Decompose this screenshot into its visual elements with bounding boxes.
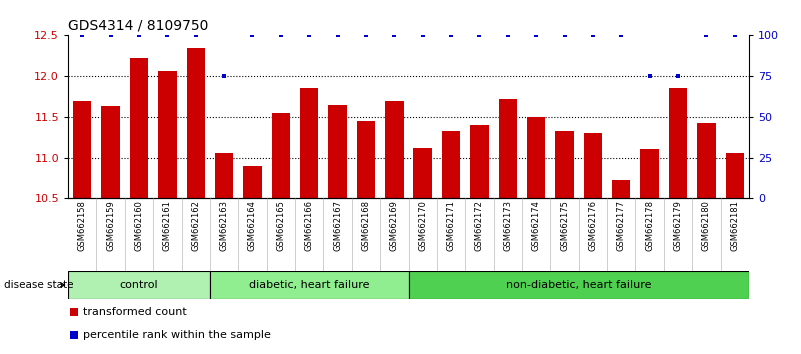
Point xyxy=(189,33,202,38)
Bar xyxy=(68,271,210,299)
Bar xyxy=(409,271,749,299)
Text: GDS4314 / 8109750: GDS4314 / 8109750 xyxy=(68,19,208,33)
Point xyxy=(246,33,259,38)
Bar xyxy=(244,166,262,198)
Point xyxy=(452,217,465,222)
Text: control: control xyxy=(119,280,159,290)
Text: GSM662161: GSM662161 xyxy=(163,200,172,251)
Bar xyxy=(158,71,176,198)
Bar xyxy=(215,153,233,198)
Point xyxy=(275,33,288,38)
Point xyxy=(452,7,465,13)
Text: GSM662164: GSM662164 xyxy=(248,200,257,251)
Text: GSM662174: GSM662174 xyxy=(532,200,541,251)
Point xyxy=(728,33,741,38)
Bar xyxy=(413,148,432,198)
Text: GSM662166: GSM662166 xyxy=(304,200,314,251)
Point xyxy=(558,33,571,38)
Point xyxy=(161,33,174,38)
Bar xyxy=(328,105,347,198)
Text: GSM662176: GSM662176 xyxy=(589,200,598,251)
Text: GSM662168: GSM662168 xyxy=(361,200,370,251)
Bar xyxy=(356,121,375,198)
Bar xyxy=(470,125,489,198)
Text: GSM662178: GSM662178 xyxy=(645,200,654,251)
Bar xyxy=(612,180,630,198)
Bar xyxy=(272,113,290,198)
Point xyxy=(388,33,400,38)
Point xyxy=(615,33,628,38)
Point xyxy=(331,33,344,38)
Text: GSM662171: GSM662171 xyxy=(447,200,456,251)
Point xyxy=(643,73,656,79)
Point xyxy=(586,33,599,38)
Point xyxy=(303,33,316,38)
Point xyxy=(501,33,514,38)
Text: disease state: disease state xyxy=(4,280,74,290)
Text: GSM662180: GSM662180 xyxy=(702,200,710,251)
Text: GSM662179: GSM662179 xyxy=(674,200,682,251)
Point xyxy=(700,33,713,38)
Bar xyxy=(555,131,574,198)
Text: GSM662175: GSM662175 xyxy=(560,200,569,251)
Bar xyxy=(498,99,517,198)
Text: GSM662172: GSM662172 xyxy=(475,200,484,251)
Bar xyxy=(527,117,545,198)
Text: GSM662165: GSM662165 xyxy=(276,200,285,251)
Text: GSM662162: GSM662162 xyxy=(191,200,200,251)
Text: GSM662160: GSM662160 xyxy=(135,200,143,251)
Point xyxy=(529,33,542,38)
Bar xyxy=(584,133,602,198)
Point xyxy=(104,33,117,38)
Text: percentile rank within the sample: percentile rank within the sample xyxy=(83,330,271,341)
Bar xyxy=(130,58,148,198)
Text: GSM662167: GSM662167 xyxy=(333,200,342,251)
Bar xyxy=(210,271,409,299)
Bar xyxy=(102,106,120,198)
Text: GSM662159: GSM662159 xyxy=(107,200,115,251)
Text: GSM662173: GSM662173 xyxy=(503,200,513,251)
Point xyxy=(360,33,372,38)
Point xyxy=(417,33,429,38)
Bar xyxy=(697,122,715,198)
Bar xyxy=(73,101,91,198)
Bar xyxy=(300,88,319,198)
Point xyxy=(473,33,486,38)
Bar xyxy=(385,101,404,198)
Point xyxy=(671,73,684,79)
Text: GSM662181: GSM662181 xyxy=(731,200,739,251)
Bar xyxy=(641,149,659,198)
Point xyxy=(76,33,89,38)
Text: GSM662177: GSM662177 xyxy=(617,200,626,251)
Text: GSM662158: GSM662158 xyxy=(78,200,87,251)
Point xyxy=(445,33,457,38)
Text: transformed count: transformed count xyxy=(83,307,187,318)
Text: GSM662163: GSM662163 xyxy=(219,200,228,251)
Point xyxy=(218,73,231,79)
Bar xyxy=(442,131,461,198)
Bar xyxy=(187,48,205,198)
Text: non-diabetic, heart failure: non-diabetic, heart failure xyxy=(506,280,651,290)
Bar xyxy=(669,88,687,198)
Text: GSM662170: GSM662170 xyxy=(418,200,427,251)
Text: diabetic, heart failure: diabetic, heart failure xyxy=(249,280,369,290)
Bar xyxy=(726,153,744,198)
Text: GSM662169: GSM662169 xyxy=(390,200,399,251)
Point xyxy=(133,33,146,38)
